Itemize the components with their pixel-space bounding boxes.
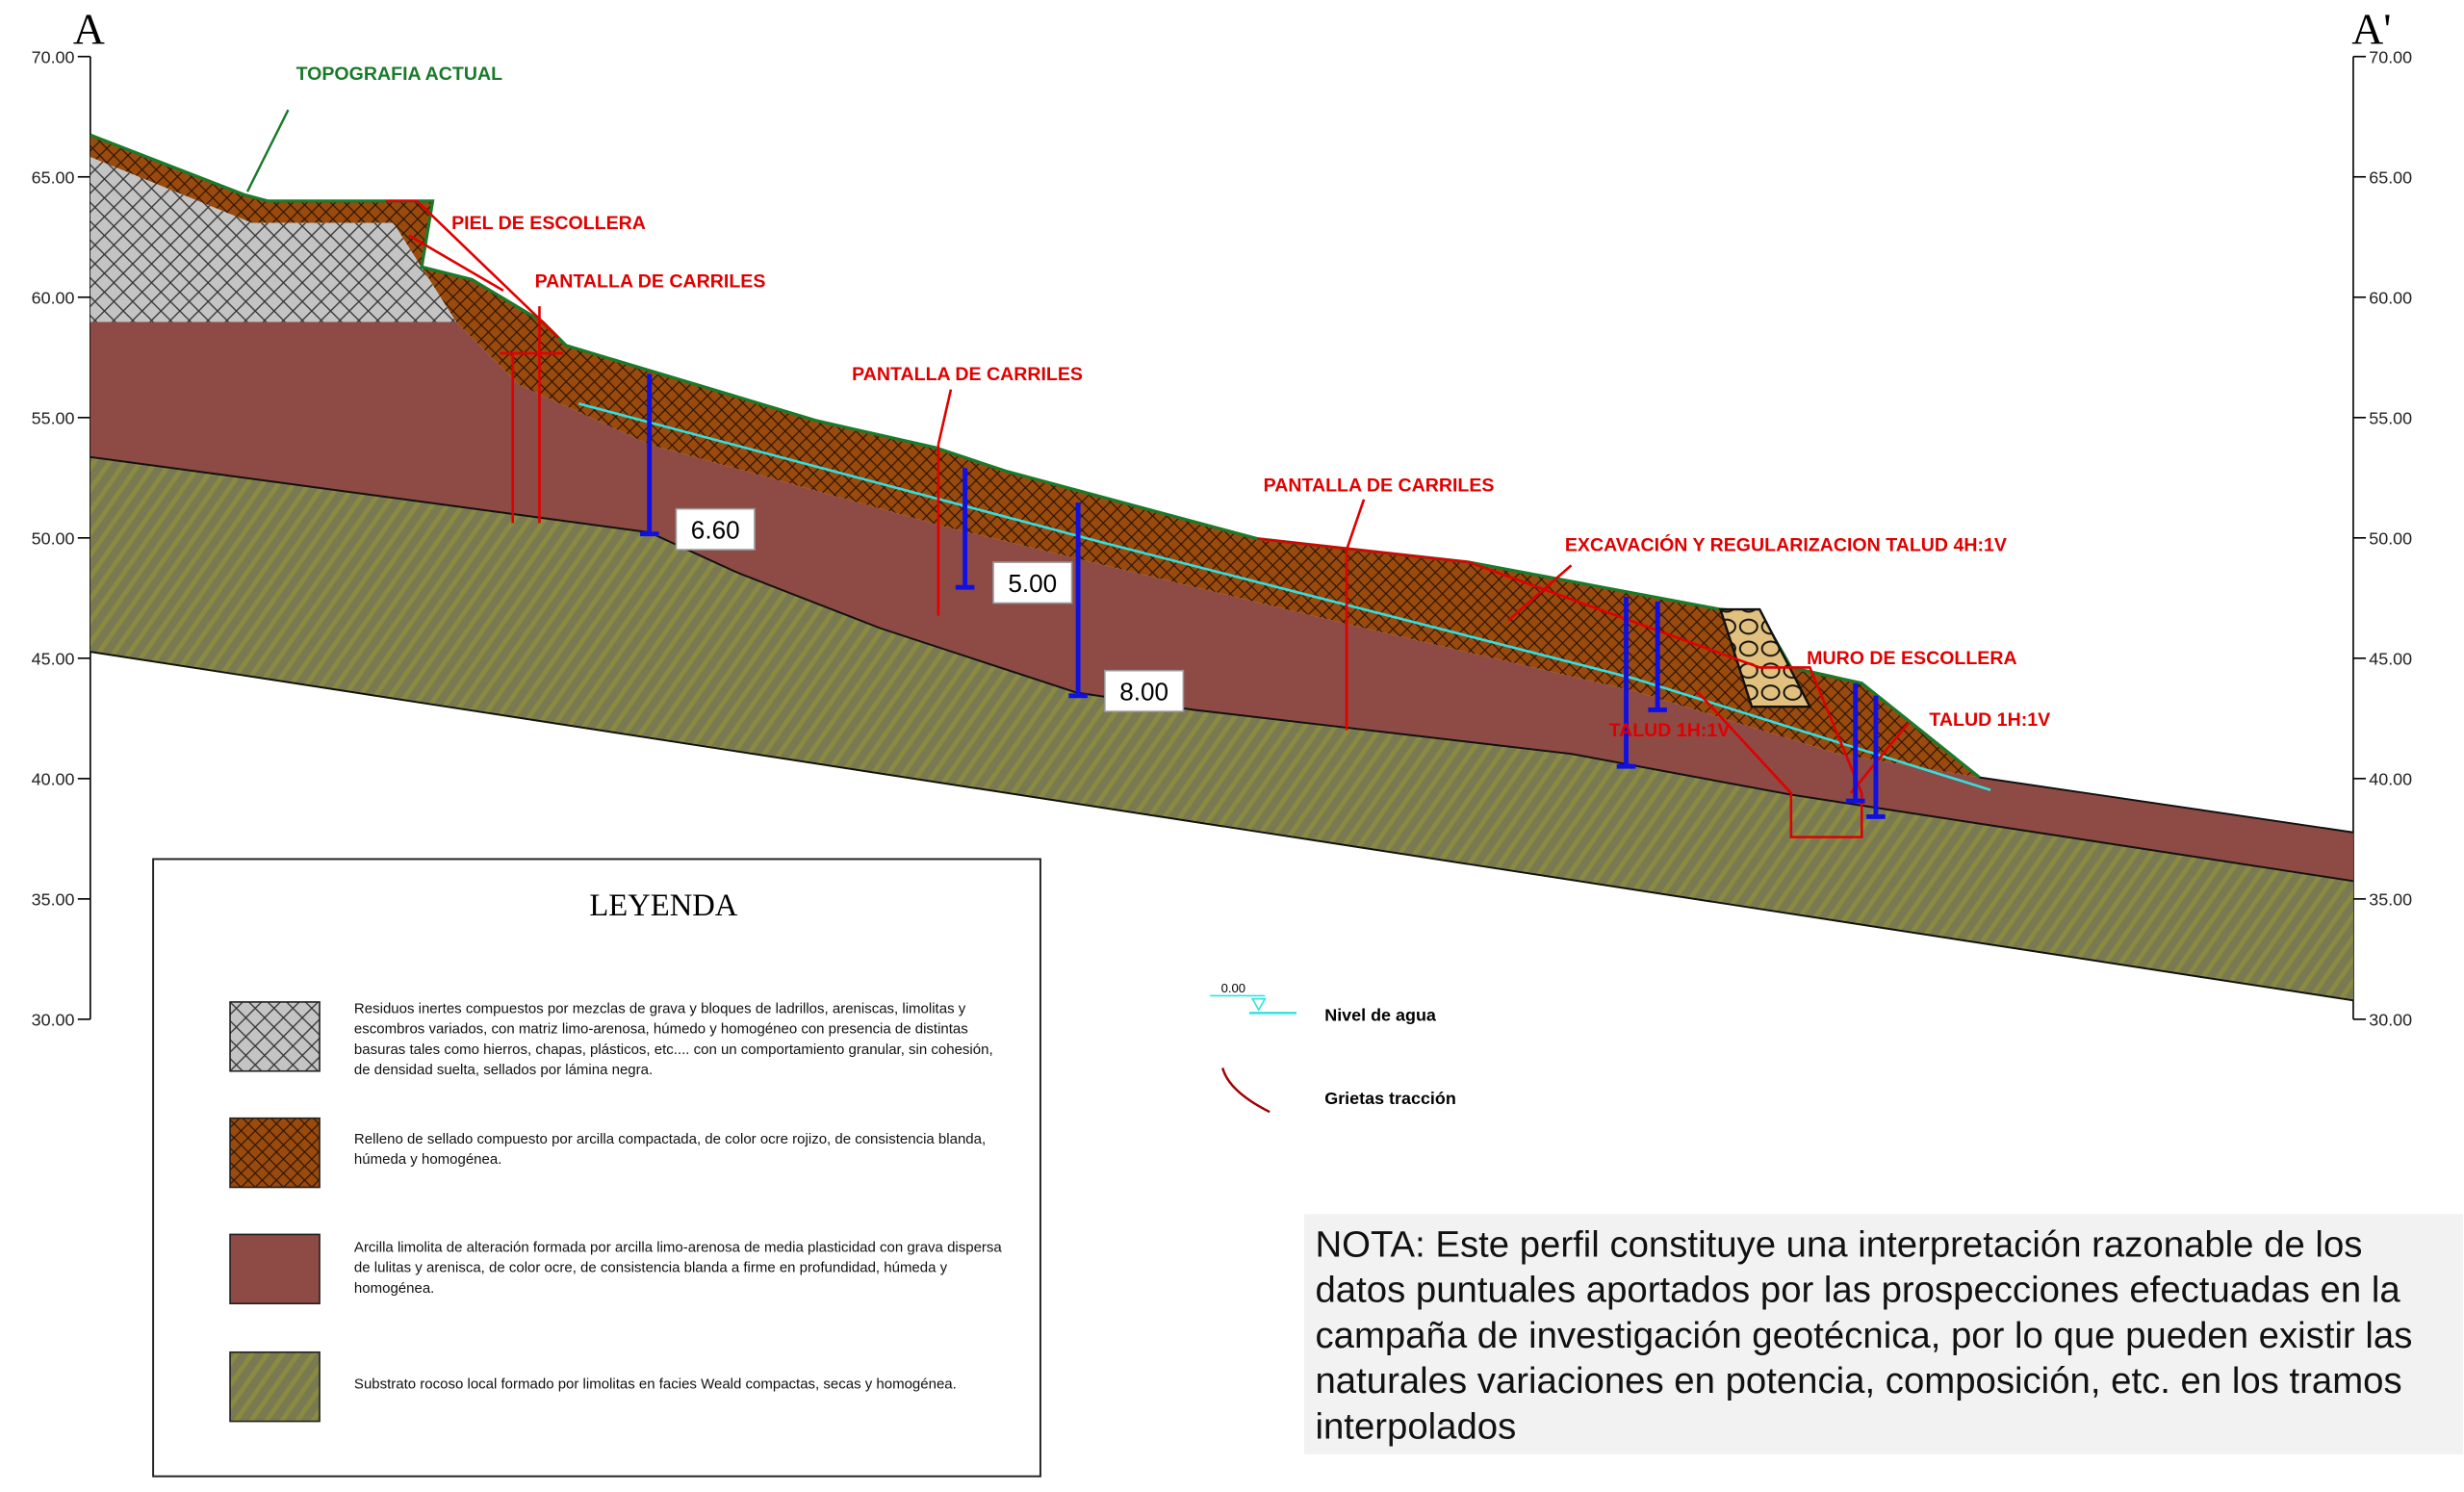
stratum-substrato — [90, 456, 2353, 1001]
axis-tick-label: 55.00 — [32, 408, 75, 427]
swatch-arcilla — [229, 1233, 321, 1305]
stratum-arcilla — [90, 322, 2353, 882]
depth-label-2: 5.00 — [992, 561, 1073, 605]
axis-tick-label: 70.00 — [32, 47, 75, 66]
swatch-substrato — [229, 1351, 321, 1423]
label-piel-escollera: PIEL DE ESCOLLERA — [451, 213, 646, 234]
label-pantalla-2: PANTALLA DE CARRILES — [852, 364, 1083, 385]
axis-tick-label: 30.00 — [32, 1010, 75, 1029]
axis-tick-label: 60.00 — [2369, 288, 2412, 307]
svg-text:Nivel de agua: Nivel de agua — [1324, 1006, 1437, 1025]
axis-tick-label: 40.00 — [2369, 769, 2412, 788]
depth-label-3: 8.00 — [1104, 669, 1185, 712]
axis-tick-label: 35.00 — [2369, 889, 2412, 909]
svg-text:Grietas tracción: Grietas tracción — [1324, 1089, 1456, 1108]
svg-text:5.00: 5.00 — [1008, 569, 1057, 598]
legend-title: LEYENDA — [589, 888, 737, 923]
axis-tick-label: 65.00 — [2369, 167, 2412, 187]
axis-tick-label: 65.00 — [32, 167, 75, 187]
elevation-axis-right: 70.00 65.00 60.00 55.00 50.00 45.00 40.00 35.00… — [2352, 47, 2412, 1029]
cracks-legend: Grietas tracción — [1221, 1068, 1456, 1114]
nota-box: NOTA: Este perfil constituye una interpr… — [1304, 1214, 2464, 1454]
crack-icon — [1221, 1068, 1270, 1114]
red-annotations — [385, 199, 1911, 838]
water-triangle-icon — [1250, 997, 1267, 1012]
elevation-axis-left: 70.00 65.00 60.00 55.00 50.00 45.00 40.00 35.00… — [32, 47, 91, 1029]
axis-tick-label: 70.00 — [2369, 47, 2412, 66]
label-muro-escollera: MURO DE ESCOLLERA — [1807, 648, 2016, 669]
label-talud-1: TALUD 1H:1V — [1609, 720, 1731, 741]
stratum-residuos — [90, 157, 456, 322]
axis-tick-label: 45.00 — [32, 649, 75, 668]
axis-tick-label: 50.00 — [2369, 528, 2412, 548]
section-start-label: A — [73, 5, 105, 54]
label-pantalla-1: PANTALLA DE CARRILES — [535, 271, 766, 293]
label-pantalla-3: PANTALLA DE CARRILES — [1264, 476, 1495, 497]
water-level-legend: 0.00 Nivel de agua — [1210, 981, 1437, 1025]
svg-text:0.00: 0.00 — [1221, 981, 1245, 995]
axis-tick-label: 55.00 — [2369, 408, 2412, 427]
water-level-line — [578, 402, 1991, 791]
svg-text:8.00: 8.00 — [1119, 678, 1168, 707]
swatch-relleno — [229, 1117, 321, 1189]
section-end-label: A' — [2351, 5, 2391, 54]
axis-tick-label: 35.00 — [32, 889, 75, 909]
label-talud-2: TALUD 1H:1V — [1929, 709, 2050, 731]
axis-tick-label: 45.00 — [2369, 649, 2412, 668]
axis-tick-label: 60.00 — [32, 288, 75, 307]
axis-tick-label: 30.00 — [2369, 1010, 2412, 1029]
depth-label-1: 6.60 — [675, 507, 756, 551]
svg-text:6.60: 6.60 — [691, 516, 740, 545]
stratum-relleno — [90, 135, 1980, 778]
label-topografia: TOPOGRAFIA ACTUAL — [296, 64, 503, 85]
muro-escollera — [1718, 607, 1812, 708]
legend-item-substrato: Substrato rocoso local formado por limol… — [354, 1376, 957, 1392]
label-excavacion: EXCAVACIÓN Y REGULARIZACION TALUD 4H:1V — [1565, 533, 2007, 556]
legend-item-relleno: Relleno de sellado compuesto por arcilla… — [354, 1131, 989, 1168]
svg-text:NOTA: Este perfil constituye u: NOTA: Este perfil constituye una interpr… — [1315, 1223, 2423, 1447]
legend-item-residuos: Residuos inertes compuestos por mezclas … — [354, 1000, 997, 1078]
axis-tick-label: 50.00 — [32, 528, 75, 548]
boreholes — [639, 373, 1886, 819]
legend: LEYENDA Residuos inertes compuestos por … — [152, 858, 1041, 1478]
axis-tick-label: 40.00 — [32, 769, 75, 788]
swatch-residuos — [229, 1001, 321, 1072]
legend-item-arcilla: Arcilla limolita de alteración formada p… — [354, 1239, 1006, 1296]
